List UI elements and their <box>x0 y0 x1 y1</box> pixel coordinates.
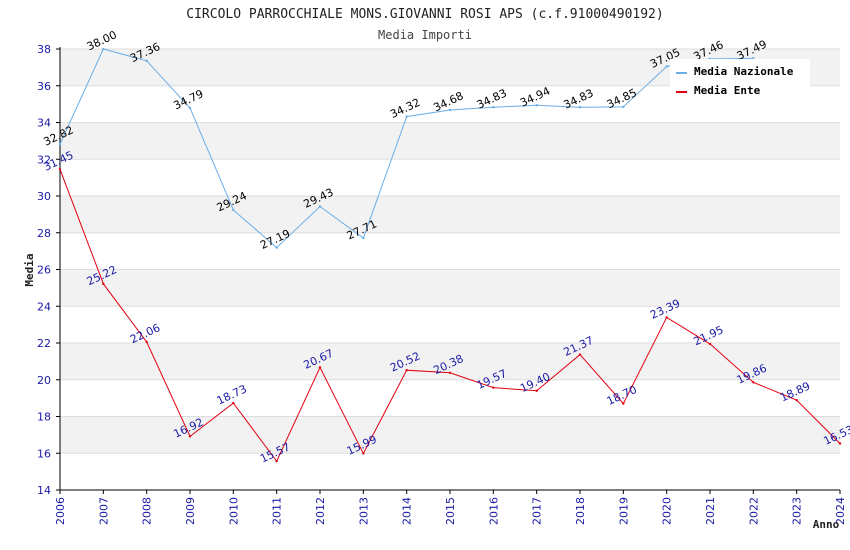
x-tick-label: 2008 <box>141 497 154 525</box>
grid-band <box>60 416 840 454</box>
y-axis-ticks: 14 16 18 20 22 24 26 28 30 32 34 36 38 <box>37 43 60 497</box>
y-tick-label: 22 <box>37 337 51 350</box>
y-tick-label: 30 <box>37 190 51 203</box>
data-point <box>492 386 495 389</box>
data-point <box>275 246 278 249</box>
grid-band <box>60 453 840 490</box>
y-tick-label: 28 <box>37 227 51 240</box>
y-tick-label: 36 <box>37 80 51 93</box>
data-point <box>58 142 62 146</box>
grid-band <box>60 269 840 307</box>
x-tick-label: 2024 <box>834 497 847 525</box>
data-point <box>535 104 538 107</box>
y-tick-label: 16 <box>37 447 51 460</box>
data-point <box>102 47 105 51</box>
legend-label-nazionale: Media Nazionale <box>694 65 794 78</box>
x-axis-label: Anno <box>813 518 840 531</box>
data-point <box>188 435 192 438</box>
data-point <box>275 459 278 463</box>
data-point <box>535 389 538 392</box>
data-point <box>448 108 452 112</box>
chart-title: CIRCOLO PARROCCHIALE MONS.GIOVANNI ROSI … <box>186 7 663 22</box>
data-point <box>492 106 495 109</box>
legend-label-ente: Media Ente <box>694 84 761 97</box>
x-tick-label: 2018 <box>574 497 587 525</box>
data-point <box>622 402 625 405</box>
data-point <box>145 59 148 62</box>
data-point <box>752 57 755 60</box>
x-tick-label: 2014 <box>401 497 414 525</box>
y-axis-label: Media <box>23 253 36 286</box>
y-tick-label: 20 <box>37 374 51 387</box>
x-tick-label: 2019 <box>617 497 630 525</box>
data-point <box>795 398 798 402</box>
y-tick-label: 32 <box>37 153 51 166</box>
axes <box>59 47 840 491</box>
data-point <box>145 340 148 344</box>
x-tick-label: 2012 <box>314 497 327 525</box>
x-tick-label: 2022 <box>747 497 760 525</box>
data-point <box>578 106 582 109</box>
x-tick-label: 2015 <box>444 497 457 525</box>
legend-box <box>670 59 810 104</box>
data-point <box>578 353 582 356</box>
x-tick-label: 2016 <box>487 497 500 525</box>
grid-band <box>60 159 840 196</box>
grid-band <box>60 232 840 270</box>
data-point <box>232 401 235 405</box>
y-tick-label: 26 <box>37 264 51 277</box>
data-point <box>448 371 452 374</box>
data-point <box>665 65 668 68</box>
x-tick-label: 2007 <box>97 497 110 525</box>
y-tick-label: 14 <box>37 484 51 497</box>
grid-band <box>60 306 840 343</box>
data-point <box>102 282 105 286</box>
x-tick-label: 2006 <box>54 497 67 525</box>
grid-bands <box>60 48 840 491</box>
data-point <box>838 442 842 445</box>
x-tick-label: 2020 <box>661 497 674 525</box>
x-tick-label: 2017 <box>531 497 544 525</box>
data-point <box>188 106 192 110</box>
data-point <box>622 105 625 109</box>
data-point <box>752 381 755 384</box>
data-point <box>405 115 408 118</box>
y-tick-label: 24 <box>37 300 51 313</box>
x-tick-label: 2009 <box>184 497 197 525</box>
data-point <box>708 342 712 346</box>
data-point <box>665 316 668 319</box>
chart-subtitle: Media Importi <box>378 28 472 42</box>
data-point <box>58 168 62 171</box>
data-point <box>318 366 322 369</box>
y-tick-label: 18 <box>37 411 51 424</box>
x-tick-label: 2011 <box>271 497 284 525</box>
x-axis-ticks: 2006 2007 2008 2009 2010 2011 2012 2013 2014 2015… <box>54 490 847 525</box>
y-tick-label: 34 <box>37 117 51 130</box>
x-tick-label: 2023 <box>791 497 804 525</box>
data-point <box>362 452 365 455</box>
x-tick-label: 2013 <box>357 497 370 525</box>
x-tick-label: 2021 <box>704 497 717 525</box>
data-point <box>405 368 408 372</box>
y-tick-label: 38 <box>37 43 51 56</box>
grid-band <box>60 379 840 417</box>
data-point <box>362 236 365 240</box>
grid-band <box>60 122 840 160</box>
data-point <box>318 205 322 208</box>
grid-band <box>60 196 840 233</box>
data-point <box>232 208 235 212</box>
x-tick-label: 2010 <box>227 497 240 525</box>
legend: Media Nazionale Media Ente <box>670 59 810 104</box>
